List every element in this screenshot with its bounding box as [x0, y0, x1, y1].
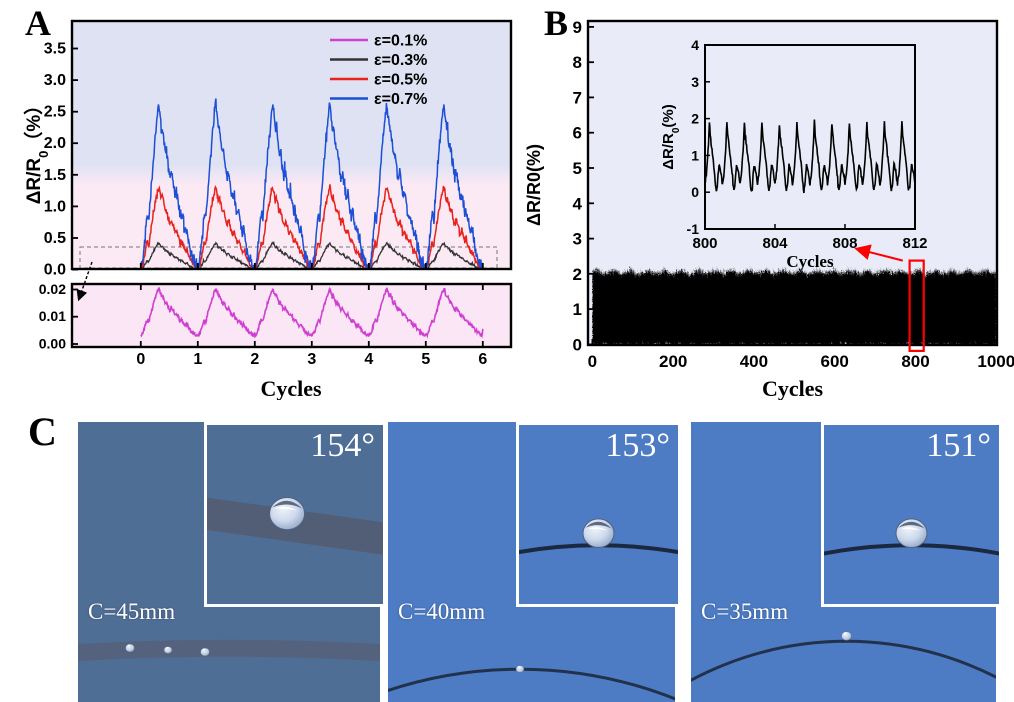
- svg-text:0.00: 0.00: [39, 336, 66, 352]
- svg-text:800: 800: [901, 352, 929, 371]
- svg-text:6: 6: [573, 124, 582, 143]
- svg-text:1: 1: [573, 300, 582, 319]
- svg-text:2: 2: [250, 351, 259, 368]
- svg-text:1.5: 1.5: [44, 167, 66, 184]
- svg-text:400: 400: [740, 352, 768, 371]
- svg-text:3: 3: [573, 230, 582, 249]
- svg-text:2: 2: [573, 265, 582, 284]
- svg-text:1: 1: [193, 351, 202, 368]
- svg-text:8: 8: [573, 53, 582, 72]
- svg-text:1.0: 1.0: [44, 198, 66, 215]
- svg-text:ε=0.5%: ε=0.5%: [374, 72, 427, 89]
- svg-text:0.0: 0.0: [44, 262, 66, 279]
- svg-text:4: 4: [691, 37, 699, 53]
- svg-text:0.02: 0.02: [39, 281, 66, 297]
- svg-text:Cycles: Cycles: [762, 376, 824, 400]
- svg-text:2.5: 2.5: [44, 104, 66, 121]
- svg-text:0: 0: [136, 351, 145, 368]
- svg-text:4: 4: [573, 194, 583, 213]
- svg-text:3.0: 3.0: [44, 72, 66, 89]
- svg-text:0.5: 0.5: [44, 230, 66, 247]
- svg-text:2.0: 2.0: [44, 135, 66, 152]
- svg-text:Cycles: Cycles: [786, 252, 834, 271]
- svg-text:ε=0.3%: ε=0.3%: [374, 52, 427, 69]
- svg-text:3: 3: [691, 74, 699, 90]
- svg-text:ΔR/R0(%): ΔR/R0(%): [524, 144, 544, 226]
- svg-text:3: 3: [307, 351, 316, 368]
- svg-text:3.5: 3.5: [44, 41, 66, 58]
- svg-text:2: 2: [691, 111, 699, 127]
- svg-text:600: 600: [821, 352, 849, 371]
- svg-text:Cycles: Cycles: [260, 376, 322, 400]
- svg-text:7: 7: [573, 88, 582, 107]
- svg-text:200: 200: [659, 352, 687, 371]
- svg-text:0: 0: [573, 335, 582, 354]
- svg-text:1: 1: [691, 147, 699, 163]
- svg-text:808: 808: [832, 235, 857, 252]
- svg-text:0: 0: [588, 352, 597, 371]
- svg-text:6: 6: [478, 351, 487, 368]
- svg-text:5: 5: [573, 159, 582, 178]
- svg-text:812: 812: [902, 235, 927, 252]
- svg-text:0.01: 0.01: [39, 308, 66, 324]
- svg-text:0: 0: [691, 184, 699, 200]
- svg-text:800: 800: [692, 235, 717, 252]
- svg-text:5: 5: [421, 351, 430, 368]
- svg-text:ε=0.7%: ε=0.7%: [374, 91, 427, 108]
- svg-text:9: 9: [573, 18, 582, 37]
- svg-text:804: 804: [762, 235, 788, 252]
- svg-text:1000: 1000: [977, 352, 1014, 371]
- svg-text:ε=0.1%: ε=0.1%: [374, 33, 427, 50]
- svg-text:4: 4: [364, 351, 373, 368]
